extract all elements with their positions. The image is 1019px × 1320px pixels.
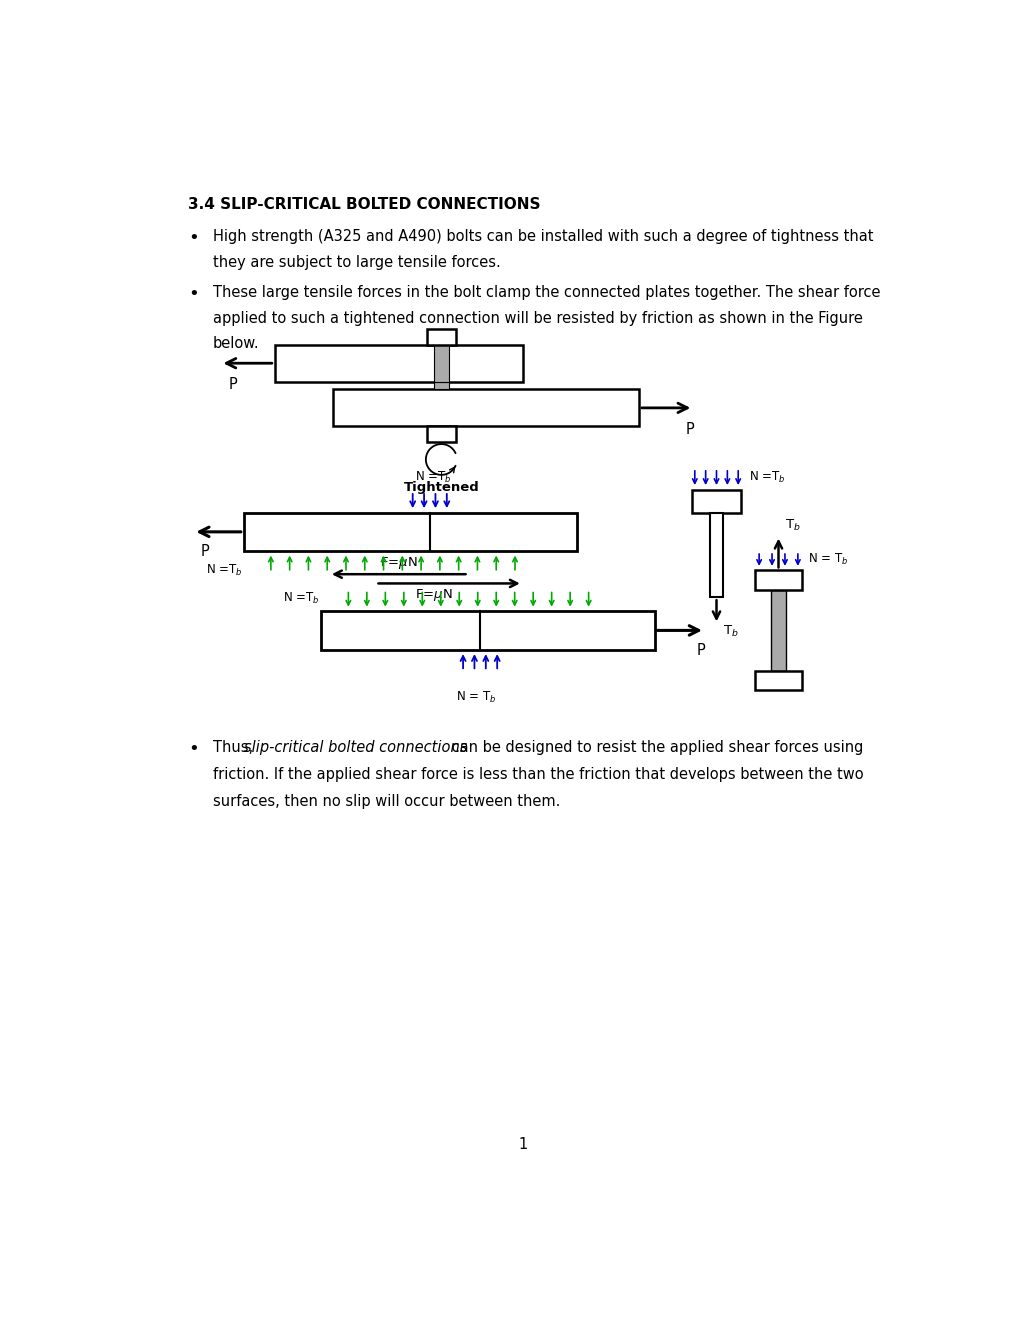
Text: 1: 1 <box>518 1137 527 1151</box>
Text: N =T$_b$: N =T$_b$ <box>206 562 242 578</box>
Text: F=$\mu$N: F=$\mu$N <box>415 586 452 602</box>
Text: N =T$_b$: N =T$_b$ <box>283 591 319 606</box>
Bar <box>691 490 741 512</box>
Text: 3.4 SLIP-CRITICAL BOLTED CONNECTIONS: 3.4 SLIP-CRITICAL BOLTED CONNECTIONS <box>187 197 540 213</box>
Text: Thus,: Thus, <box>213 739 257 755</box>
Text: N = T$_b$: N = T$_b$ <box>807 552 848 568</box>
Text: slip-critical bolted connections: slip-critical bolted connections <box>244 739 467 755</box>
Bar <box>426 426 455 442</box>
Text: N =T$_b$: N =T$_b$ <box>415 470 451 486</box>
Text: Tightened: Tightened <box>404 480 479 494</box>
Bar <box>770 590 786 671</box>
Text: •: • <box>187 739 199 758</box>
Text: T$_b$: T$_b$ <box>784 519 800 533</box>
Bar <box>754 671 801 690</box>
Bar <box>754 570 801 590</box>
Bar <box>332 389 638 426</box>
Text: can be designed to resist the applied shear forces using: can be designed to resist the applied sh… <box>446 739 862 755</box>
Text: they are subject to large tensile forces.: they are subject to large tensile forces… <box>213 255 500 269</box>
Text: N = T$_b$: N = T$_b$ <box>455 689 496 705</box>
Bar <box>709 512 722 598</box>
Text: applied to such a tightened connection will be resisted by friction as shown in : applied to such a tightened connection w… <box>213 312 862 326</box>
Bar <box>433 345 448 381</box>
Bar <box>426 330 455 345</box>
Text: •: • <box>187 285 199 304</box>
Text: below.: below. <box>213 335 259 351</box>
Text: P: P <box>685 422 694 437</box>
Text: P: P <box>696 643 705 657</box>
Text: surfaces, then no slip will occur between them.: surfaces, then no slip will occur betwee… <box>213 793 559 809</box>
Text: friction. If the applied shear force is less than the friction that develops bet: friction. If the applied shear force is … <box>213 767 862 781</box>
Text: P: P <box>228 378 236 392</box>
Bar <box>433 381 448 389</box>
Bar <box>321 611 654 649</box>
Bar <box>244 512 577 552</box>
Text: High strength (A325 and A490) bolts can be installed with such a degree of tight: High strength (A325 and A490) bolts can … <box>213 230 872 244</box>
Text: •: • <box>187 230 199 247</box>
Bar <box>274 345 523 381</box>
Text: F=$\mu$N: F=$\mu$N <box>379 556 417 572</box>
Text: P: P <box>201 544 210 560</box>
Text: These large tensile forces in the bolt clamp the connected plates together. The : These large tensile forces in the bolt c… <box>213 285 879 301</box>
Text: T$_b$: T$_b$ <box>722 624 738 639</box>
Text: N =T$_b$: N =T$_b$ <box>748 470 785 484</box>
